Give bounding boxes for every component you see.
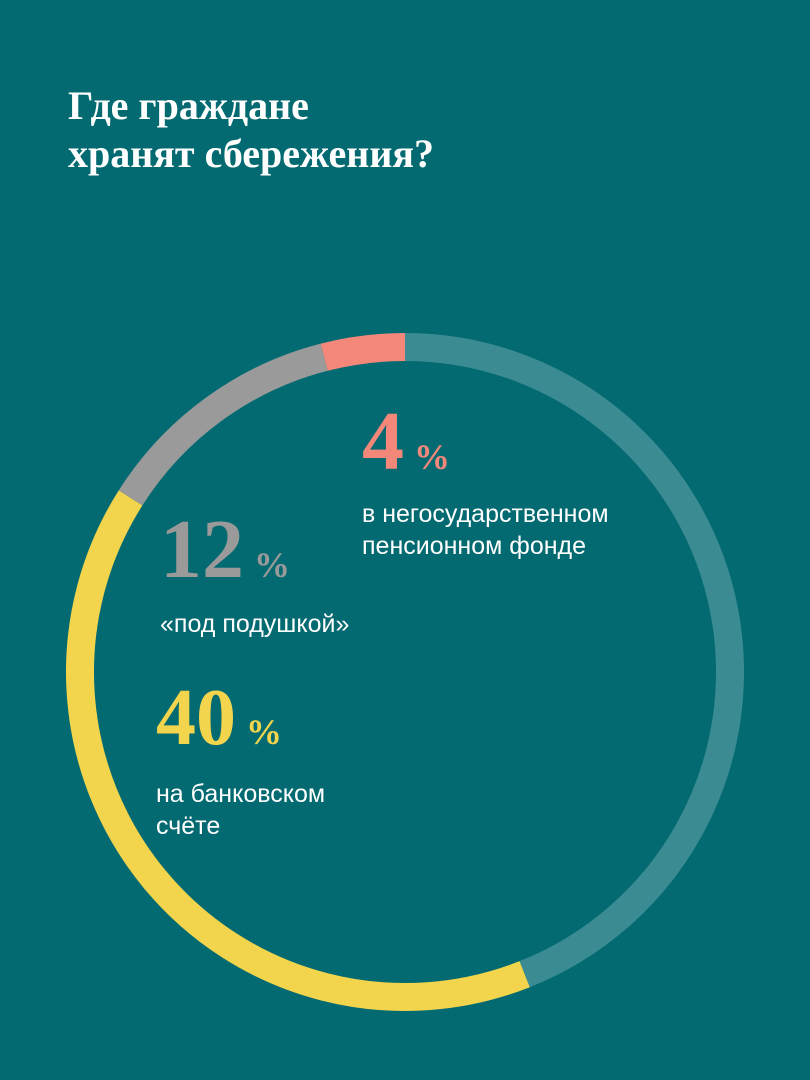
page-title: Где граждане хранят сбережения? xyxy=(68,82,434,178)
stat-bank-label: на банковском счёте xyxy=(156,778,325,842)
stat-npf-percent: % xyxy=(414,437,450,477)
stat-npf-label-line-2: пенсионном фонде xyxy=(362,532,587,560)
stat-npf: 4% в негосударственном пенсионном фонде xyxy=(362,400,609,562)
title-line-2: хранят сбережения? xyxy=(68,131,435,176)
stat-bank-percent: % xyxy=(246,712,282,752)
stat-pillow-label-line-1: «под подушкой» xyxy=(160,610,350,638)
donut-segment-rest xyxy=(404,333,744,988)
stat-npf-value: 4 xyxy=(362,395,404,488)
stat-pillow-percent: % xyxy=(254,545,290,585)
stat-pillow-value: 12 xyxy=(160,503,244,596)
stat-npf-label-line-1: в негосударственном xyxy=(362,500,609,528)
donut-segment-pillow xyxy=(118,343,328,506)
stat-pillow: 12% «под подушкой» xyxy=(160,508,349,640)
stat-bank-label-line-2: счёте xyxy=(156,812,221,840)
donut-segment-npf xyxy=(320,333,406,371)
stat-pillow-label: «под подушкой» xyxy=(160,608,349,640)
stat-npf-label: в негосударственном пенсионном фонде xyxy=(362,498,609,562)
stat-bank: 40% на банковском счёте xyxy=(156,678,325,842)
donut-segment-bank xyxy=(66,490,530,1011)
stat-bank-value: 40 xyxy=(156,674,236,762)
title-line-1: Где граждане xyxy=(68,83,309,128)
stat-bank-label-line-1: на банковском xyxy=(156,780,326,808)
